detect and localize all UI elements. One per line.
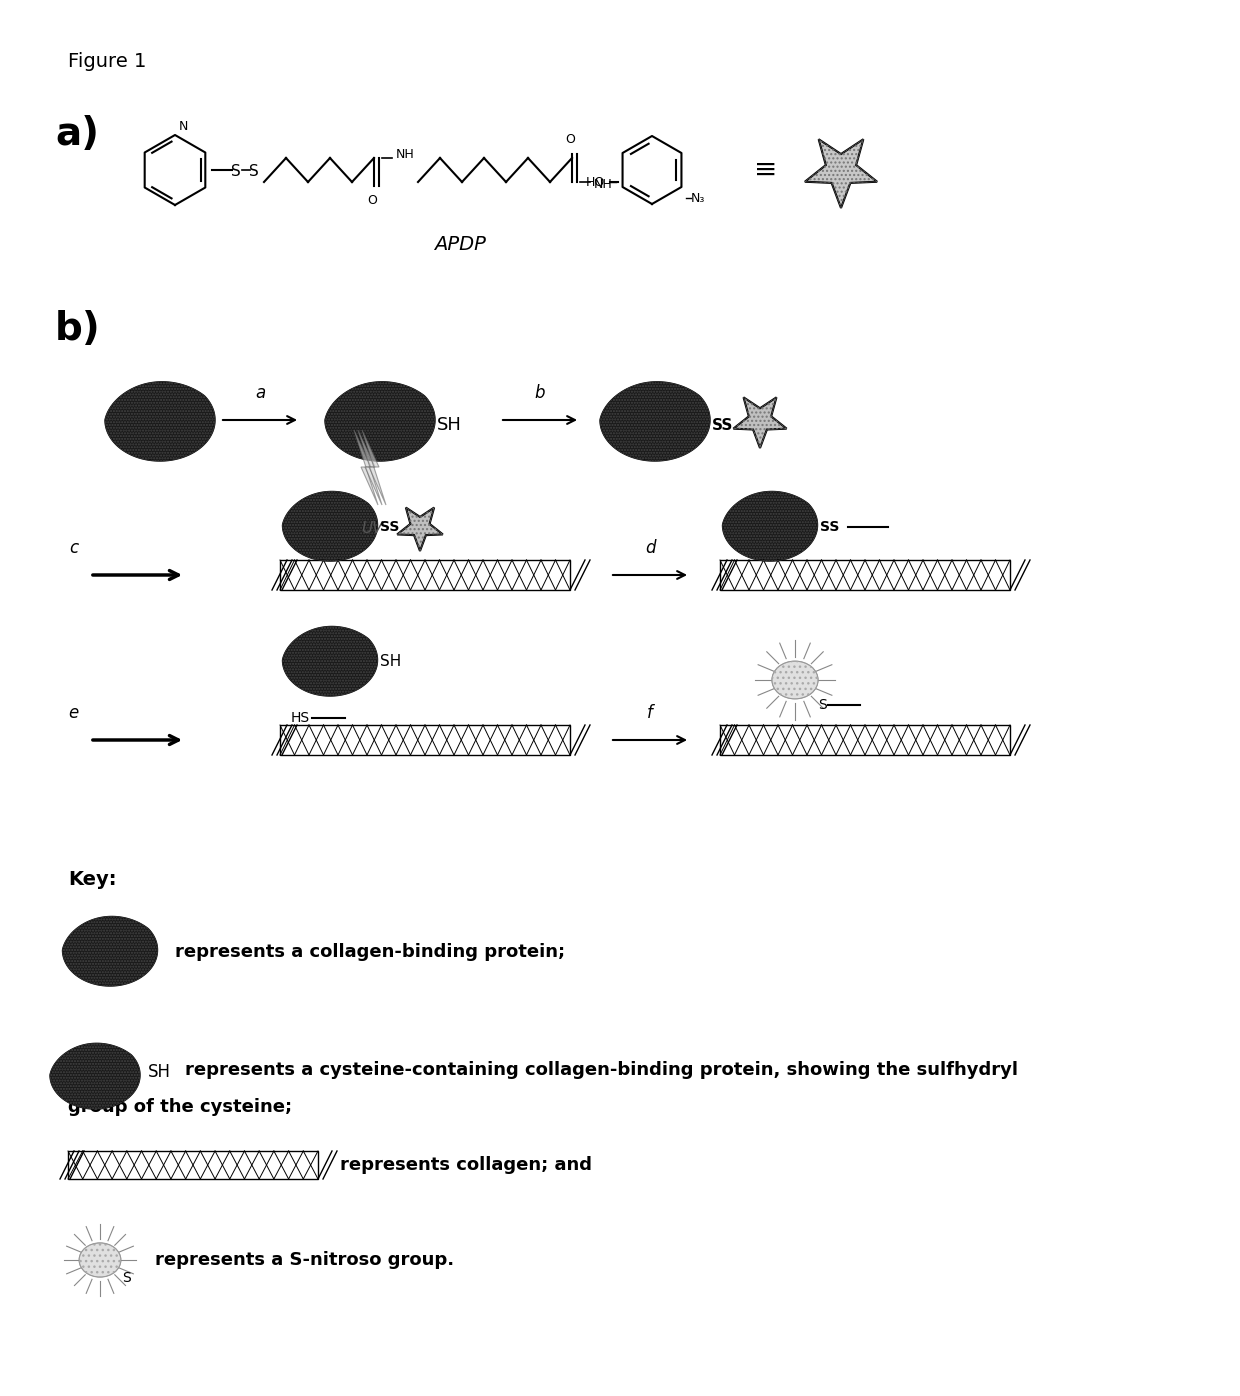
Bar <box>280 560 570 591</box>
Polygon shape <box>62 916 157 986</box>
Text: SH: SH <box>379 655 402 670</box>
Polygon shape <box>723 491 817 561</box>
Text: c: c <box>69 539 78 557</box>
Text: N: N <box>179 120 187 133</box>
Polygon shape <box>353 430 378 505</box>
Bar <box>68 1150 317 1180</box>
Text: Key:: Key: <box>68 870 117 889</box>
Text: SS: SS <box>820 519 839 535</box>
Text: SS: SS <box>712 417 733 433</box>
Ellipse shape <box>771 662 818 699</box>
Polygon shape <box>805 140 877 208</box>
Text: represents a S-nitroso group.: represents a S-nitroso group. <box>155 1251 454 1269</box>
Polygon shape <box>733 398 786 448</box>
Text: represents a collagen-binding protein;: represents a collagen-binding protein; <box>175 944 565 960</box>
Text: group of the cysteine;: group of the cysteine; <box>68 1099 293 1115</box>
Polygon shape <box>50 1043 140 1108</box>
Text: f: f <box>647 704 653 722</box>
Polygon shape <box>397 508 443 551</box>
Polygon shape <box>283 491 377 561</box>
Ellipse shape <box>79 1242 122 1277</box>
Text: e: e <box>68 704 78 722</box>
Text: NH: NH <box>396 148 414 162</box>
Text: represents collagen; and: represents collagen; and <box>340 1156 591 1174</box>
Text: S: S <box>249 165 259 180</box>
Polygon shape <box>358 430 382 505</box>
Text: Figure 1: Figure 1 <box>68 52 146 71</box>
Text: NH: NH <box>594 179 613 191</box>
Text: UV: UV <box>361 521 383 536</box>
Text: a: a <box>255 384 265 402</box>
Text: d: d <box>645 539 655 557</box>
Bar <box>720 560 1011 591</box>
Text: HO: HO <box>587 176 605 188</box>
Text: b: b <box>534 384 546 402</box>
Text: SH: SH <box>436 416 461 434</box>
Text: b): b) <box>55 310 100 348</box>
Text: SH: SH <box>148 1062 171 1081</box>
Text: S: S <box>122 1270 130 1284</box>
Text: O: O <box>367 194 377 207</box>
Text: a): a) <box>55 114 99 154</box>
Polygon shape <box>325 383 435 461</box>
Text: N₃: N₃ <box>691 191 706 204</box>
Text: HS: HS <box>291 711 310 725</box>
Text: O: O <box>565 133 575 147</box>
Polygon shape <box>283 627 377 697</box>
Text: S: S <box>818 698 827 712</box>
Bar <box>720 725 1011 755</box>
Text: S: S <box>231 165 241 180</box>
Bar <box>280 725 570 755</box>
Text: ≡: ≡ <box>754 156 777 184</box>
Text: APDP: APDP <box>434 235 486 254</box>
Text: SS: SS <box>379 519 399 535</box>
Polygon shape <box>362 430 386 505</box>
Text: represents a cysteine-containing collagen-binding protein, showing the sulfhydry: represents a cysteine-containing collage… <box>185 1061 1018 1079</box>
Polygon shape <box>600 383 711 461</box>
Polygon shape <box>105 383 215 461</box>
